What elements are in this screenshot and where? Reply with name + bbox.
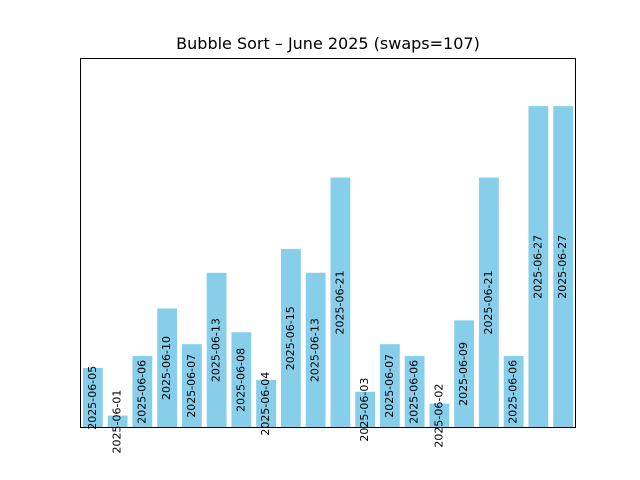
bar-11: [330, 177, 351, 428]
bar-7: [231, 332, 252, 428]
bar-label-1: 2025-06-05: [86, 366, 99, 430]
bar-18: [503, 356, 524, 428]
bar-8: [256, 379, 277, 428]
bar-label-11: 2025-06-21: [333, 271, 346, 335]
bar-3: [132, 356, 153, 428]
bar-label-20: 2025-06-27: [556, 235, 569, 299]
bar-16: [454, 320, 475, 428]
bar-label-3: 2025-06-06: [135, 360, 148, 424]
bar-12: [355, 391, 376, 428]
bar-14: [404, 356, 425, 428]
bar-label-14: 2025-06-06: [408, 360, 421, 424]
bar-4: [157, 308, 178, 428]
bar-label-7: 2025-06-08: [234, 348, 247, 412]
bar-label-19: 2025-06-27: [531, 235, 544, 299]
bar-label-9: 2025-06-15: [284, 306, 297, 370]
bar-15: [429, 403, 450, 428]
bar-label-4: 2025-06-10: [160, 336, 173, 400]
bar-9: [280, 248, 301, 428]
bar-2: [107, 415, 128, 428]
bar-label-2: 2025-06-01: [111, 390, 124, 454]
bars-group: [82, 106, 574, 428]
bar-5: [181, 344, 202, 428]
bar-19: [528, 106, 549, 428]
bar-10: [305, 272, 326, 428]
bar-label-5: 2025-06-07: [185, 354, 198, 418]
plot-frame: [80, 58, 576, 428]
bar-label-13: 2025-06-07: [383, 354, 396, 418]
bar-label-10: 2025-06-13: [309, 318, 322, 382]
chart-title: Bubble Sort – June 2025 (swaps=107): [176, 34, 480, 53]
bar-13: [379, 344, 400, 428]
bar-6: [206, 272, 227, 428]
bar-label-6: 2025-06-13: [210, 318, 223, 382]
bar-20: [553, 106, 574, 428]
bar-label-18: 2025-06-06: [507, 360, 520, 424]
bar-labels-group: 2025-06-05 2025-06-01 2025-06-06 2025-06-10…: [86, 235, 569, 454]
bar-label-16: 2025-06-09: [457, 342, 470, 406]
bar-label-12: 2025-06-03: [358, 378, 371, 442]
bar-label-8: 2025-06-04: [259, 372, 272, 436]
bar-label-15: 2025-06-02: [432, 384, 445, 448]
bar-1: [82, 367, 103, 428]
bar-label-17: 2025-06-21: [482, 271, 495, 335]
bar-17: [478, 177, 499, 428]
